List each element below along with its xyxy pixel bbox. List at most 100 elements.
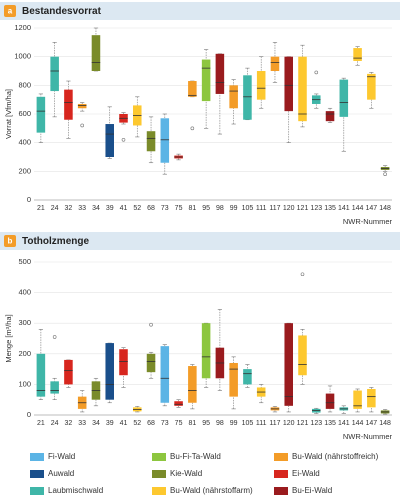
outlier [190,126,195,131]
x-tick-label: 144 [352,205,364,212]
x-tick-label: 21 [37,205,45,212]
x-tick-label: 105 [242,205,254,212]
x-tick-label: 98 [216,205,224,212]
box [325,393,335,409]
box [270,56,280,71]
x-tick-label: 75 [175,205,183,212]
y-tick-label: 400 [18,138,31,147]
y-tick-label: 0 [27,410,31,419]
x-tick-label: 99 [230,420,238,427]
box [353,48,362,61]
x-tick-label: 34 [92,205,100,212]
x-tick-label: 52 [133,420,141,427]
box [243,75,252,120]
x-tick-label: 33 [78,205,86,212]
x-tick-label: 123 [310,205,322,212]
outlier [52,335,57,339]
outlier [149,322,153,327]
box [284,56,293,112]
x-tick-label: 33 [78,420,86,427]
legend-swatch [152,470,166,478]
chart-title: Bestandesvorrat [22,6,102,17]
x-tick-label: 111 [256,205,267,212]
x-tick-label: 41 [120,420,128,427]
y-tick-label: 1200 [14,23,31,32]
outlier [314,70,319,75]
x-tick-label: 73 [161,420,169,427]
y-tick-label: 1000 [14,52,31,61]
y-tick-label: 200 [18,349,31,358]
x-tick-label: 144 [352,420,364,427]
box [353,390,362,409]
x-tick-label: 147 [366,205,378,212]
box [215,53,225,94]
box [229,362,238,397]
x-tick-label: 141 [338,205,350,212]
x-tick-label: 123 [310,420,322,427]
box [229,85,238,109]
legend-swatch [274,453,288,461]
x-tick-label: 148 [379,420,391,427]
box [105,124,114,157]
outlier [300,272,305,277]
box [105,343,114,400]
x-tick-label: 98 [216,420,224,427]
y-tick-label: 0 [27,195,31,204]
x-tick-label: 34 [92,420,100,427]
x-tick-label: 32 [65,205,73,212]
x-tick-label: 75 [175,420,183,427]
x-tick-label: 95 [202,205,210,212]
x-tick-label: 68 [147,420,155,427]
box [201,59,211,102]
x-tick-label: 105 [242,420,254,427]
x-tick-label: 24 [51,420,59,427]
chart-title: Totholzmenge [22,236,89,247]
x-tick-label: 21 [37,420,45,427]
x-tick-label: 39 [106,420,114,427]
box [201,323,211,379]
legend-swatch [152,487,166,495]
box [174,401,183,406]
x-tick-label: 68 [147,205,155,212]
badge: b [8,237,13,246]
box [160,118,170,163]
y-tick-label: 300 [18,318,31,327]
legend-label: Ei-Wald [292,469,320,478]
y-tick-label: 600 [18,109,31,118]
x-axis-label: NWR-Nummer [343,217,393,226]
box [119,349,128,376]
x-tick-label: 121 [297,205,309,212]
x-tick-label: 81 [188,205,196,212]
box [325,111,335,122]
x-axis-label: NWR-Nummer [343,432,393,441]
box [64,359,73,385]
legend-swatch [30,453,44,461]
box [188,366,197,403]
x-tick-label: 117 [269,420,280,427]
box [367,73,376,100]
x-tick-label: 141 [338,420,350,427]
badge: a [8,7,13,16]
legend-swatch [30,470,44,478]
legend-label: Bu-Wald (nährstoffarm) [170,486,253,495]
y-tick-label: 500 [18,257,31,266]
legend-label: Kie-Wald [170,469,202,478]
x-tick-label: 95 [202,420,210,427]
x-tick-label: 99 [230,205,238,212]
title-band [0,232,400,250]
box [298,335,307,376]
box [146,353,156,373]
legend-swatch [152,453,166,461]
y-axis-label: Vorrat [Vfm/ha] [4,89,13,139]
x-tick-label: 147 [366,420,378,427]
box [64,89,73,120]
x-tick-label: 121 [297,420,309,427]
box [160,346,170,403]
x-tick-label: 39 [106,205,114,212]
legend-swatch [30,487,44,495]
outlier [80,123,84,128]
legend-label: Bu-Fi-Ta-Wald [170,452,221,461]
y-tick-label: 100 [18,379,31,388]
legend-label: Bu-Wald (nährstoffreich) [292,452,379,461]
